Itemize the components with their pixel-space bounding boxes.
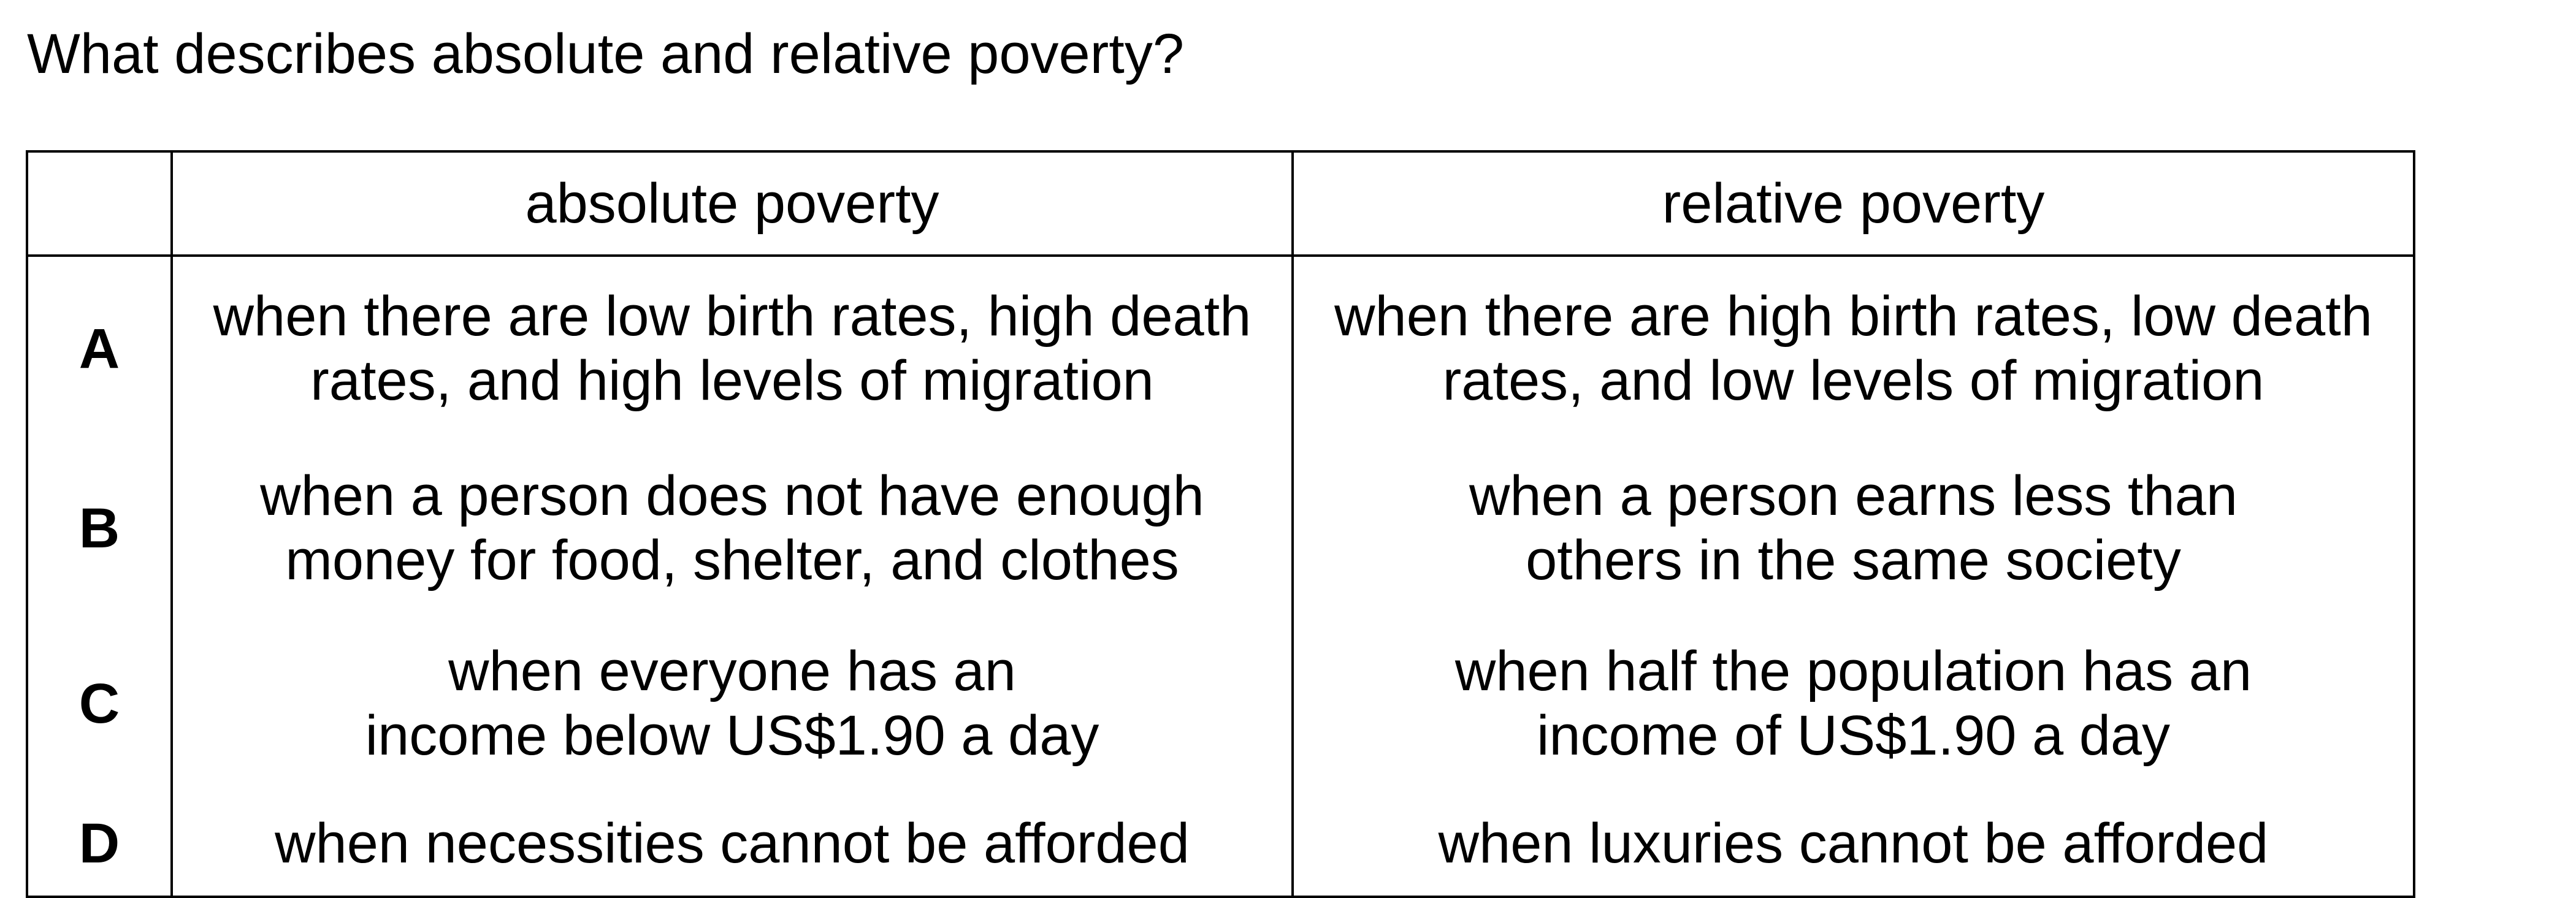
option-row-d: D when necessities cannot be afforded wh… [26, 791, 2415, 898]
option-d-absolute: when necessities cannot be afforded [170, 791, 1294, 898]
option-a-absolute-line-1: when there are low birth rates, high dea… [213, 285, 1252, 348]
option-a-relative-line-2: rates, and low levels of migration [1442, 349, 2265, 412]
option-b-absolute-line-1: when a person does not have enough [260, 465, 1204, 527]
options-table: absolute poverty relative poverty A when… [26, 150, 2415, 898]
option-a-relative-line-1: when there are high birth rates, low dea… [1334, 285, 2372, 348]
header-relative-poverty: relative poverty [1291, 150, 2415, 257]
option-letter-c: C [26, 616, 173, 791]
option-letter-d: D [26, 791, 173, 898]
option-row-a: A when there are low birth rates, high d… [26, 256, 2415, 441]
header-letter-cell [26, 150, 173, 257]
option-c-absolute-line-2: income below US$1.90 a day [365, 704, 1099, 767]
option-b-absolute-line-2: money for food, shelter, and clothes [285, 529, 1179, 592]
option-d-relative-line-1: when luxuries cannot be afforded [1438, 812, 2269, 875]
option-b-absolute: when a person does not have enough money… [170, 441, 1294, 616]
option-b-relative-line-2: others in the same society [1526, 529, 2181, 592]
header-absolute-poverty: absolute poverty [170, 150, 1294, 257]
question-text: What describes absolute and relative pov… [27, 23, 1185, 85]
option-row-c: C when everyone has an income below US$1… [26, 616, 2415, 791]
option-a-relative: when there are high birth rates, low dea… [1291, 256, 2415, 441]
option-b-relative-line-1: when a person earns less than [1469, 465, 2238, 527]
option-b-relative: when a person earns less than others in … [1291, 441, 2415, 616]
header-row: absolute poverty relative poverty [26, 150, 2415, 257]
option-a-absolute-line-2: rates, and high levels of migration [310, 349, 1154, 412]
option-d-absolute-line-1: when necessities cannot be afforded [275, 812, 1190, 875]
option-c-relative-line-1: when half the population has an [1454, 640, 2252, 702]
option-letter-b: B [26, 441, 173, 616]
option-row-b: B when a person does not have enough mon… [26, 441, 2415, 616]
option-c-absolute: when everyone has an income below US$1.9… [170, 616, 1294, 791]
option-d-relative: when luxuries cannot be afforded [1291, 791, 2415, 898]
option-c-relative-line-2: income of US$1.90 a day [1536, 704, 2171, 767]
option-a-absolute: when there are low birth rates, high dea… [170, 256, 1294, 441]
option-c-absolute-line-1: when everyone has an [448, 640, 1016, 702]
option-c-relative: when half the population has an income o… [1291, 616, 2415, 791]
option-letter-a: A [26, 256, 173, 441]
